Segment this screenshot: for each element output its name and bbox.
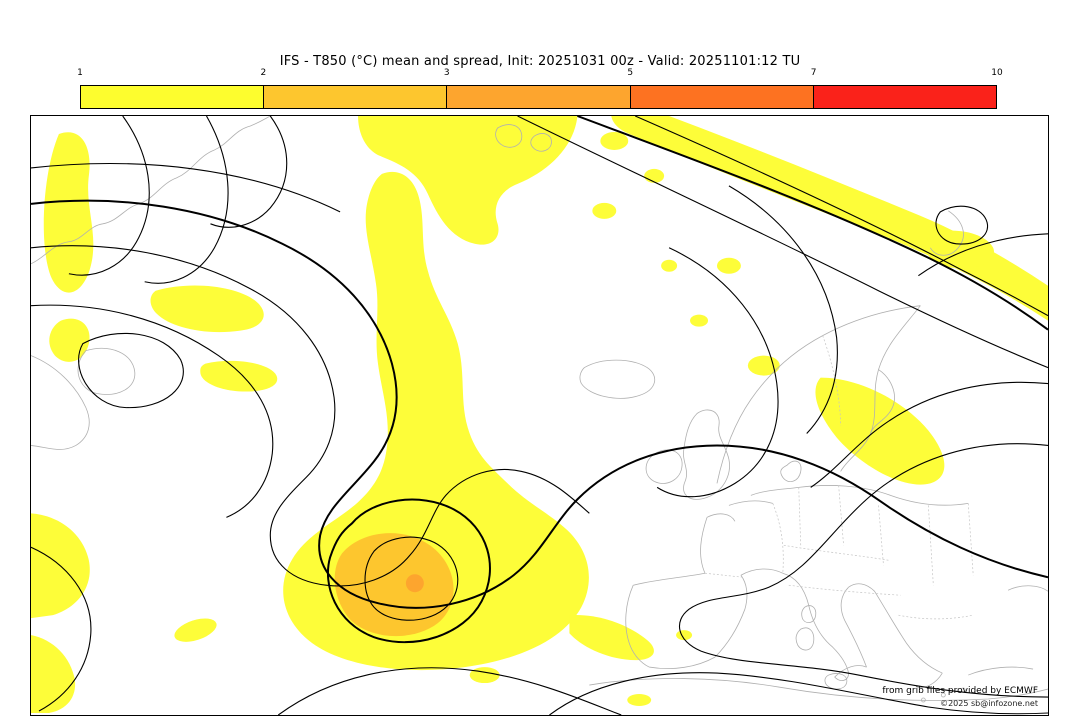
map-frame: from grib files provided by ECMWF ©2025 … [30, 115, 1049, 716]
credit-copyright: ©2025 sb@infozone.net [940, 699, 1038, 708]
colorbar-segment [264, 86, 448, 108]
contour-lines [31, 116, 1048, 715]
colorbar-bar [80, 85, 997, 109]
colorbar-tick-label: 3 [443, 68, 450, 78]
spread-shading-yellow [31, 116, 1048, 714]
country-borders [704, 335, 974, 620]
credit-ecmwf: from grib files provided by ECMWF [882, 685, 1038, 696]
colorbar: 1 2 3 5 7 10 [77, 68, 1003, 110]
colorbar-segment [630, 86, 814, 108]
colorbar-tick-label: 7 [810, 68, 817, 78]
colorbar-segment [447, 86, 631, 108]
colorbar-tick-label: 5 [627, 68, 634, 78]
colorbar-tick-label: 10 [991, 68, 1003, 78]
colorbar-tick-label: 1 [77, 68, 83, 78]
map-credits: from grib files provided by ECMWF ©2025 … [882, 685, 1038, 711]
page-title: IFS - T850 (°C) mean and spread, Init: 2… [279, 54, 801, 69]
colorbar-segment [81, 86, 265, 108]
colorbar-tick-row: 1 2 3 5 7 10 [77, 68, 1003, 82]
spread-shading-orange [334, 533, 454, 637]
colorbar-segment [813, 86, 997, 108]
weather-map [31, 116, 1048, 715]
colorbar-tick-label: 2 [260, 68, 267, 78]
